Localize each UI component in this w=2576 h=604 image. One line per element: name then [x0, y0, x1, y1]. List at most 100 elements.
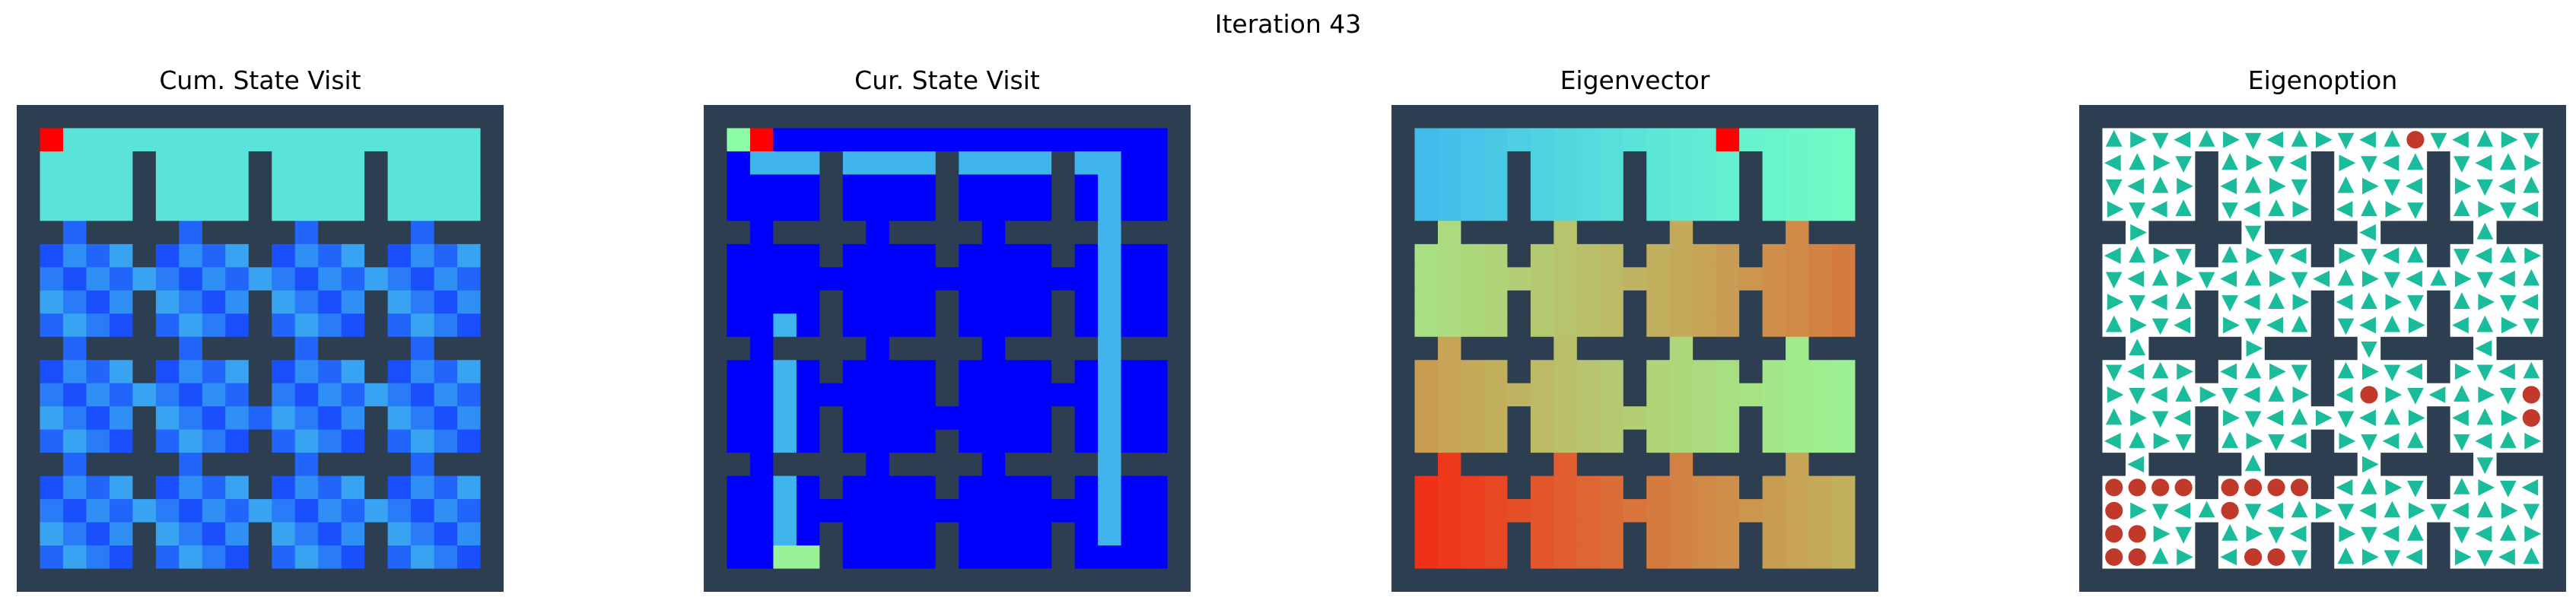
eigenvector-cell: [1808, 360, 1833, 384]
eigenvector-cell: [1832, 406, 1856, 431]
eigenvector-cell: [1484, 197, 1508, 221]
wall-cell: [2079, 406, 2103, 431]
wall-cell: [17, 174, 40, 199]
wall-cell: [2427, 522, 2451, 546]
wall-cell: [819, 522, 844, 546]
wall-cell: [132, 313, 157, 338]
wall-cell: [1669, 105, 1693, 129]
wall-cell: [480, 545, 504, 570]
cum-visit-cell: [411, 475, 435, 500]
cur-visit-cell: [842, 290, 867, 314]
eigenvector-cell: [1646, 290, 1671, 314]
wall-cell: [2543, 475, 2566, 500]
wall-cell: [935, 453, 959, 477]
cur-visit-cell: [866, 151, 890, 175]
cum-visit-cell: [272, 267, 296, 291]
wall-cell: [1623, 221, 1647, 245]
cur-visit-cell: [912, 499, 937, 523]
cur-visit-cell: [889, 290, 913, 314]
policy-arrow-icon: [2291, 272, 2308, 289]
cum-visit-cell: [294, 221, 319, 245]
wall-cell: [364, 336, 389, 361]
cum-visit-cell: [457, 522, 482, 546]
wall-cell: [1739, 568, 1763, 592]
wall-cell: [1391, 151, 1415, 175]
cur-visit-cell: [1098, 360, 1122, 384]
cur-visit-cell: [981, 197, 1006, 221]
eigenvector-cell: [1554, 360, 1578, 384]
wall-cell: [2427, 313, 2451, 338]
wall-cell: [727, 221, 751, 245]
eigenvector-cell: [1437, 360, 1461, 384]
eigenvector-cell: [1600, 267, 1624, 291]
cum-visit-cell: [341, 406, 365, 431]
eigenvector-cell: [1554, 406, 1578, 431]
policy-arrow-icon: [2151, 176, 2169, 193]
cur-visit-cell: [1098, 522, 1122, 546]
cur-visit-cell: [1028, 151, 1052, 175]
wall-cell: [1391, 406, 1415, 431]
cur-visit-cell: [1144, 475, 1169, 500]
wall-cell: [2427, 197, 2451, 221]
wall-cell: [959, 105, 983, 129]
wall-cell: [1716, 221, 1740, 245]
wall-cell: [704, 151, 727, 175]
wall-cell: [480, 360, 504, 384]
eigenvector-cell: [1669, 475, 1693, 500]
cum-visit-cell: [179, 151, 203, 175]
policy-arrow-icon: [2408, 316, 2425, 334]
wall-cell: [2380, 453, 2405, 477]
wall-cell: [2543, 243, 2566, 268]
wall-cell: [17, 568, 40, 592]
policy-arrow-icon: [2269, 270, 2286, 288]
eigenvector-cell: [1832, 429, 1856, 453]
wall-cell: [2543, 290, 2566, 314]
wall-cell: [1005, 221, 1029, 245]
cum-visit-cell: [387, 174, 412, 199]
wall-cell: [1739, 522, 1763, 546]
cur-visit-cell: [796, 290, 820, 314]
cur-visit-cell: [1121, 545, 1145, 570]
policy-arrow-icon: [2339, 154, 2356, 172]
wall-cell: [2264, 453, 2288, 477]
policy-arrow-icon: [2246, 247, 2263, 264]
eigenvector-cell: [1600, 406, 1624, 431]
wall-cell: [2218, 453, 2242, 477]
policy-arrow-icon: [2246, 340, 2263, 357]
policy-arrow-icon: [2199, 386, 2217, 403]
eigenvector-cell: [1530, 174, 1554, 199]
wall-cell: [17, 243, 40, 268]
eigenvector-cell: [1576, 522, 1601, 546]
wall-cell: [2148, 221, 2173, 245]
cur-visit-cell: [959, 128, 983, 152]
wall-cell: [1461, 453, 1485, 477]
cur-visit-cell: [1121, 128, 1145, 152]
panel-cur-state-visit: Cur. State Visit: [704, 65, 1191, 593]
policy-arrow-icon: [2244, 269, 2262, 286]
eigenvector-cell: [1669, 545, 1693, 570]
cum-visit-cell: [272, 243, 296, 268]
cum-visit-cell: [225, 243, 250, 268]
eigenvector-cell: [1646, 499, 1671, 523]
cur-visit-cell: [981, 174, 1006, 199]
cur-visit-cell: [1051, 383, 1076, 407]
cur-visit-cell: [981, 383, 1006, 407]
eigenvector-cell: [1786, 313, 1810, 338]
terminal-dot: [2174, 478, 2193, 497]
policy-arrow-icon: [2521, 294, 2539, 310]
eigenvector-cell: [1414, 267, 1439, 291]
policy-arrow-icon: [2498, 363, 2515, 380]
wall-cell: [1855, 429, 1878, 453]
cum-visit-cell: [272, 290, 296, 314]
policy-arrow-icon: [2268, 434, 2285, 451]
eigenvector-cell: [1786, 360, 1810, 384]
policy-arrow-icon: [2268, 526, 2285, 544]
wall-cell: [364, 522, 389, 546]
policy-arrow-icon: [2408, 409, 2425, 427]
policy-arrow-icon: [2221, 431, 2238, 448]
wall-cell: [2450, 453, 2474, 477]
cum-visit-cell: [62, 221, 87, 245]
eigenvector-cell: [1693, 522, 1717, 546]
wall-cell: [2241, 105, 2266, 129]
wall-cell: [2264, 221, 2288, 245]
